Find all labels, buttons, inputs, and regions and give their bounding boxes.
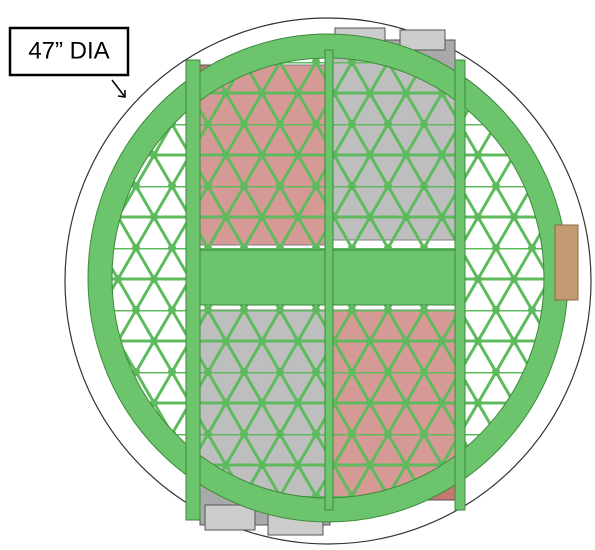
label-box — [8, 26, 130, 77]
tab — [554, 224, 579, 301]
diameter-label: 47” DIA — [28, 37, 109, 64]
label-arrow — [111, 79, 126, 98]
cross-beams — [185, 49, 466, 521]
